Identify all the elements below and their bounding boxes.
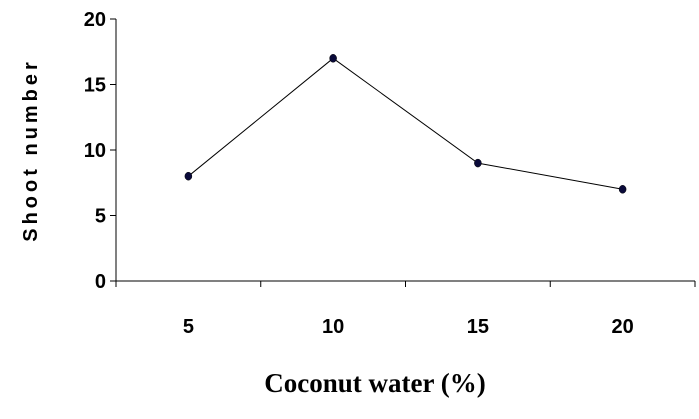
y-ticks: 0 5 10 15 20 (84, 9, 116, 293)
y-tick-label: 5 (95, 206, 106, 228)
data-point-10 (329, 54, 337, 63)
data-points (184, 54, 627, 194)
y-tick-label: 20 (84, 9, 106, 31)
y-axis-label: Shoot number (20, 58, 42, 242)
x-axis-label: Coconut water (%) (264, 368, 485, 398)
y-tick-label: 15 (84, 75, 106, 97)
x-tick-label: 15 (467, 316, 489, 338)
y-tick-label: 0 (95, 271, 106, 293)
data-point-15 (474, 158, 482, 168)
y-tick-label: 10 (84, 140, 106, 162)
x-tick-label: 5 (183, 316, 194, 338)
x-ticks: 5 10 15 20 (115, 281, 696, 338)
data-point-5 (184, 171, 193, 181)
data-point-20 (618, 185, 627, 194)
x-tick-label: 20 (612, 316, 634, 338)
x-tick-label: 10 (322, 316, 344, 338)
series-line (188, 57, 623, 190)
